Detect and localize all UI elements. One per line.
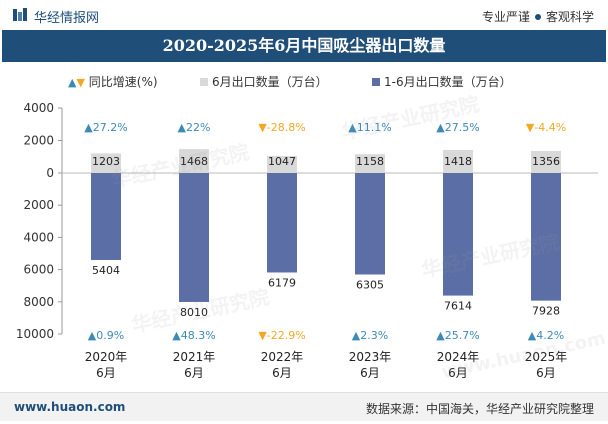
y-tick-label: 8000 (23, 295, 54, 309)
footer-source: 数据来源：中国海关，华经产业研究院整理 (365, 402, 594, 416)
y-tick-label: 0 (46, 166, 54, 180)
yoy-label-monthly: ▲11.1% (348, 121, 391, 134)
yoy-label-cumulative: ▲4.2% (528, 329, 564, 342)
logo-icon (13, 8, 27, 21)
y-tick-label: 4000 (23, 101, 54, 115)
x-tick-label-month: 6月 (448, 366, 468, 380)
yoy-label-cumulative: ▲48.3% (172, 329, 215, 342)
x-tick-label-month: 6月 (96, 366, 116, 380)
bar-monthly (179, 149, 209, 173)
data-label-monthly: 1203 (92, 155, 120, 168)
y-tick-label: 6000 (23, 263, 54, 277)
x-tick-label-year: 2021年 (173, 350, 216, 364)
bar-cumulative (443, 173, 473, 296)
x-tick-label-month: 6月 (536, 366, 556, 380)
bar-monthly (531, 150, 561, 173)
data-label-monthly: 1158 (356, 155, 384, 168)
data-label-monthly: 1468 (180, 155, 208, 168)
bar-cumulative (91, 173, 121, 261)
yoy-label-monthly: ▲27.5% (436, 121, 479, 134)
brand-name: 华经情报网 (34, 11, 100, 26)
y-tick-label: 2000 (23, 198, 54, 212)
data-label-cumulative: 5404 (92, 264, 120, 277)
bar-cumulative (267, 173, 297, 273)
y-tick-label: 10000 (16, 327, 54, 341)
bar-monthly (443, 149, 473, 173)
yoy-label-cumulative: ▲0.9% (88, 329, 124, 342)
legend-monthly: 6月出口数量（万台） (200, 73, 328, 90)
data-label-cumulative: 7928 (532, 305, 560, 318)
legend-monthly-label: 6月出口数量（万台） (212, 75, 328, 89)
x-tick-label-year: 2023年 (349, 350, 392, 364)
x-tick-label-year: 2020年 (85, 350, 128, 364)
footer-website: www.huaon.com (14, 400, 126, 414)
data-label-cumulative: 7614 (444, 300, 472, 313)
chart-plot: 4000 2000 0 2000 4000 6000 8000 10000 1203 5404 ▲2… (16, 101, 598, 380)
yoy-label-monthly: ▲22% (178, 121, 211, 134)
yoy-label-monthly: ▲27.2% (84, 121, 127, 134)
bar-cumulative (531, 173, 561, 301)
footer: www.huaon.com 数据来源：中国海关，华经产业研究院整理 (0, 392, 608, 421)
bar-cumulative (179, 173, 209, 302)
bar-monthly (355, 154, 385, 173)
x-tick-label-month: 6月 (184, 366, 204, 380)
y-tick-label: 4000 (23, 230, 54, 244)
legend-yoy: ▲▼ 同比增速(%) (68, 73, 158, 90)
legend-yoy-label: 同比增速(%) (88, 75, 158, 89)
bar-cumulative (355, 173, 385, 275)
data-label-cumulative: 6305 (356, 279, 384, 292)
yoy-label-monthly: ▼-28.8% (258, 121, 305, 134)
triangle-up-icon: ▲ (68, 76, 77, 89)
tagline-dot-icon (534, 14, 541, 20)
data-label-monthly: 1418 (444, 155, 472, 168)
y-tick-label: 2000 (23, 134, 54, 148)
x-tick-label-month: 6月 (360, 366, 380, 380)
data-label-monthly: 1356 (532, 155, 560, 168)
data-label-monthly: 1047 (268, 155, 296, 168)
tagline-left: 专业严谨 (481, 10, 530, 24)
legend-cumulative-swatch (372, 78, 380, 86)
data-label-cumulative: 6179 (268, 276, 296, 289)
legend-cumulative-label: 1-6月出口数量（万台） (384, 75, 512, 89)
chart-legend: ▲▼ 同比增速(%) 6月出口数量（万台） 1-6月出口数量（万台） (0, 70, 608, 90)
yoy-label-cumulative: ▲2.3% (352, 329, 388, 342)
x-tick-label-year: 2025年 (525, 350, 568, 364)
legend-cumulative: 1-6月出口数量（万台） (372, 73, 512, 90)
top-bar: 华经情报网 专业严谨 客观科学 (0, 0, 608, 30)
x-tick-label-year: 2022年 (261, 350, 304, 364)
yoy-label-cumulative: ▼-22.9% (258, 329, 305, 342)
yoy-label-monthly: ▼-4.4% (526, 121, 566, 134)
tagline: 专业严谨 客观科学 (482, 8, 594, 25)
yoy-label-cumulative: ▲25.7% (436, 329, 479, 342)
chart-title: 2020-2025年6月中国吸尘器出口数量 (2, 30, 606, 62)
bar-monthly (91, 153, 121, 173)
bar-monthly (267, 155, 297, 173)
x-tick-label-month: 6月 (272, 366, 292, 380)
x-tick-label-year: 2024年 (437, 350, 480, 364)
tagline-right: 客观科学 (545, 10, 594, 24)
data-label-cumulative: 8010 (180, 306, 208, 319)
legend-monthly-swatch (200, 78, 208, 86)
triangle-down-icon: ▼ (76, 76, 85, 89)
